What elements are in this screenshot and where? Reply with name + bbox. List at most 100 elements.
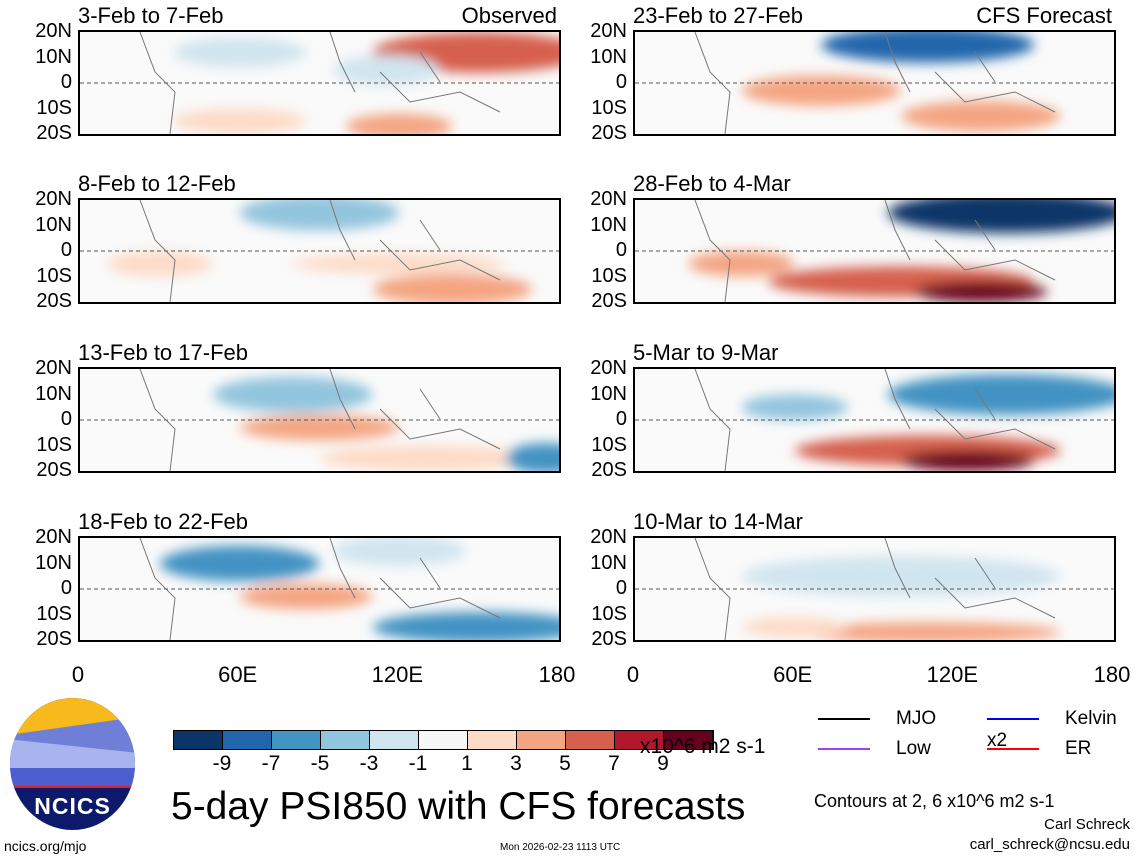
lon-label: 180 [538, 662, 576, 687]
colorbar-label: -1 [408, 752, 428, 775]
lat-label: 0 [60, 239, 72, 261]
anomaly-blob [332, 538, 466, 567]
anomaly-blob [887, 374, 1114, 415]
lat-label: 0 [60, 408, 72, 430]
lat-label: 10N [590, 213, 627, 236]
colorbar-label: 5 [559, 752, 571, 775]
colorbar-swatch [566, 731, 615, 749]
logo-text: NCICS [34, 793, 111, 819]
lat-label: 10N [590, 551, 627, 574]
lon-label: 0 [626, 662, 640, 687]
anomaly-blob [887, 200, 1114, 234]
contour-note: Contours at 2, 6 x10^6 m2 s-1 [814, 791, 1055, 811]
anomaly-blob [332, 54, 440, 86]
lon-label: 60E [773, 662, 813, 687]
figure-title: 5-day PSI850 with CFS forecasts [171, 785, 746, 828]
map-panel [78, 198, 561, 304]
panel-title: 8-Feb to 12-Feb [78, 171, 236, 196]
anomaly-blob [505, 442, 559, 471]
anomaly-field [635, 32, 1114, 134]
anomaly-field [635, 369, 1114, 471]
lat-label: 0 [60, 71, 72, 93]
anomaly-blob [914, 281, 1048, 302]
colorbar-swatch [174, 731, 223, 749]
anomaly-blob [292, 253, 506, 274]
legend-low: Low [818, 738, 931, 760]
lat-label: 0 [615, 71, 627, 93]
anomaly-blob [106, 251, 214, 277]
colorbar-swatch [223, 731, 272, 749]
colorbar-swatch [615, 731, 664, 749]
coastline [139, 369, 501, 471]
lat-label: 10S [36, 602, 72, 625]
anomaly-blob [173, 37, 307, 68]
lat-label: 20S [36, 290, 72, 312]
map-panel [633, 367, 1116, 473]
timestamp: Mon 2026-02-23 1113 UTC [500, 842, 621, 853]
lat-label: 20S [36, 122, 72, 144]
legend-mjo: MJO [818, 708, 936, 730]
colorbar-label: -5 [310, 752, 330, 775]
anomaly-field [635, 538, 1114, 640]
anomaly-blob [346, 113, 453, 134]
lat-label: 10N [35, 45, 72, 68]
colorbar-swatch [419, 731, 468, 749]
lat-label: 20S [591, 290, 627, 312]
legend-er: ER [987, 738, 1091, 760]
lat-label: 0 [615, 408, 627, 430]
anomaly-blob [901, 100, 1061, 132]
lat-label: 20N [35, 357, 72, 379]
panel-title: 13-Feb to 17-Feb [78, 340, 248, 365]
colorbar-label: 3 [510, 752, 522, 775]
anomaly-field [80, 369, 559, 471]
map-panel [78, 367, 561, 473]
coastline [139, 32, 501, 134]
lat-label: 20S [591, 122, 627, 144]
legend-label: MJO [896, 708, 937, 729]
author: Carl Schreck [1044, 816, 1130, 833]
panel-title: 23-Feb to 27-Feb [633, 3, 803, 28]
anomaly-blob [239, 583, 373, 610]
lat-label: 20N [35, 20, 72, 42]
map-panel [633, 198, 1116, 304]
lat-label: 20S [591, 459, 627, 481]
lat-label: 10N [590, 382, 627, 405]
anomaly-blob [901, 450, 1035, 471]
anomaly-blob [688, 251, 795, 277]
anomaly-field [80, 538, 559, 640]
lat-label: 10S [591, 264, 627, 287]
low-line-swatch [818, 747, 870, 750]
anomaly-blob [173, 108, 307, 134]
panel-title: 18-Feb to 22-Feb [78, 509, 248, 534]
coastline [139, 200, 501, 302]
lon-label: 120E [371, 662, 424, 687]
lat-label: 10S [591, 602, 627, 625]
lat-label: 20S [36, 628, 72, 650]
colorbar-label: -7 [261, 752, 281, 775]
colorbar-label: 7 [608, 752, 620, 775]
lat-label: 0 [60, 577, 72, 599]
panel-title: 5-Mar to 9-Mar [633, 340, 779, 365]
anomaly-blob [372, 611, 559, 640]
panel-tag: Observed [461, 3, 557, 28]
lat-label: 20N [590, 526, 627, 548]
colorbar-swatch [370, 731, 419, 749]
lat-label: 20N [590, 188, 627, 210]
colorbar-label: 9 [657, 752, 669, 775]
anomaly-field [80, 32, 559, 134]
legend-label: Low [896, 738, 931, 759]
lat-label: 0 [615, 577, 627, 599]
lon-label: 0 [71, 662, 85, 687]
anomaly-blob [319, 445, 533, 471]
anomaly-blob [741, 617, 848, 638]
lat-label: 10S [591, 96, 627, 119]
lat-label: 20N [590, 357, 627, 379]
email[interactable]: carl_schreck@ncsu.edu [969, 836, 1130, 853]
panel-title: 3-Feb to 7-Feb [78, 3, 224, 28]
anomaly-field [635, 200, 1114, 302]
map-panel [633, 536, 1116, 642]
lat-label: 0 [615, 239, 627, 261]
site-url[interactable]: ncics.org/mjo [4, 838, 87, 854]
lat-label: 10S [36, 433, 72, 456]
colorbar-swatch [664, 731, 713, 749]
